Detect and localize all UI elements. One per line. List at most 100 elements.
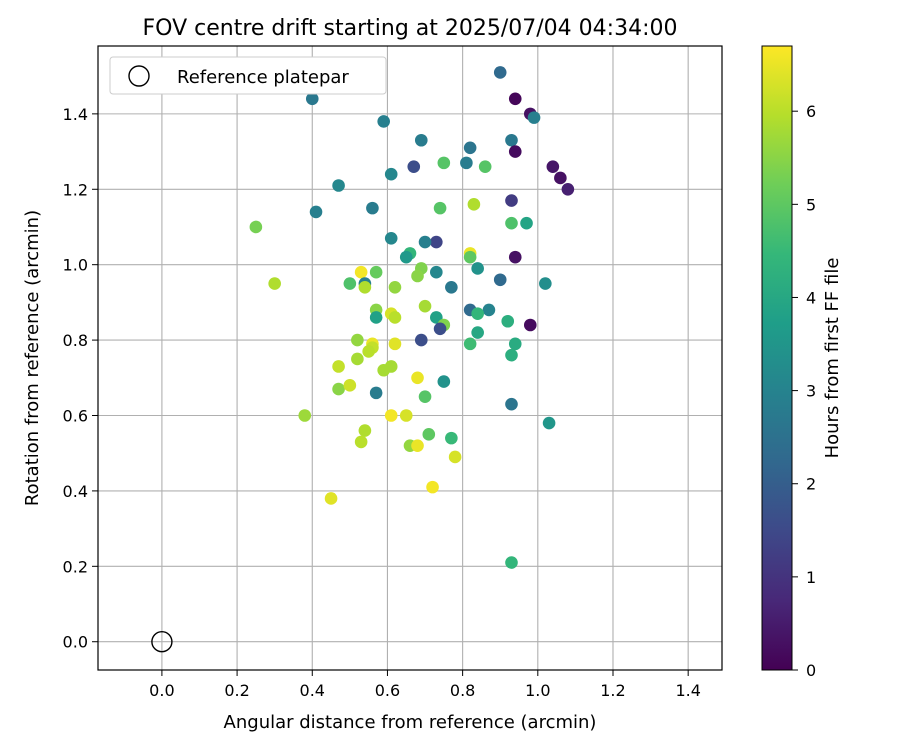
y-tick-label: 0.2 <box>63 557 88 576</box>
colorbar-tick-label: 4 <box>806 288 816 307</box>
data-point <box>426 480 439 494</box>
y-tick-label: 1.4 <box>63 105 88 124</box>
data-point <box>384 231 398 245</box>
data-point <box>414 133 428 147</box>
data-point <box>561 182 575 196</box>
colorbar-tick-label: 3 <box>806 382 816 401</box>
x-tick-label: 1.2 <box>600 681 625 700</box>
data-point <box>527 111 541 124</box>
data-point <box>505 397 518 411</box>
data-point <box>414 333 428 347</box>
y-tick-label: 0.4 <box>63 482 88 501</box>
data-point <box>369 265 383 279</box>
grid <box>98 46 722 670</box>
data-point <box>249 220 263 234</box>
data-point <box>354 435 368 449</box>
data-point <box>505 348 518 362</box>
data-point <box>460 156 473 170</box>
data-point <box>445 281 458 294</box>
data-point <box>437 156 451 170</box>
y-tick-label: 0.8 <box>63 331 88 350</box>
x-tick-label: 0.6 <box>375 681 400 700</box>
data-point <box>493 273 507 287</box>
data-point <box>520 216 533 230</box>
legend-box <box>109 56 387 95</box>
data-point <box>471 307 484 320</box>
data-point <box>505 556 518 569</box>
data-point <box>437 375 451 388</box>
plot-frame <box>97 45 723 671</box>
data-point <box>399 250 413 264</box>
data-point <box>501 314 515 328</box>
data-point <box>505 194 518 207</box>
legend: Reference platepar <box>109 56 387 95</box>
data-point <box>554 171 567 185</box>
data-point <box>418 299 432 313</box>
x-axis-label: Angular distance from reference (arcmin) <box>224 712 597 733</box>
colorbar-gradient <box>761 45 793 671</box>
y-axis-label: Rotation from reference (arcmin) <box>22 210 43 506</box>
data-point <box>362 345 375 358</box>
x-tick-label: 0.4 <box>300 681 325 700</box>
data-point <box>369 386 383 400</box>
data-point <box>366 201 379 215</box>
data-point <box>508 250 522 264</box>
data-point <box>305 92 319 106</box>
data-point <box>463 250 477 264</box>
data-point <box>467 198 481 211</box>
x-axis-ticks: 0.0 0.2 0.4 0.6 0.8 1.0 1.2 1.4 <box>149 670 701 700</box>
data-point <box>411 439 424 452</box>
data-point <box>354 265 368 279</box>
data-point <box>493 66 507 79</box>
data-point <box>546 160 560 173</box>
data-point <box>505 133 518 147</box>
data-point <box>298 409 312 422</box>
data-point <box>430 265 443 279</box>
data-point <box>407 160 421 173</box>
data-point <box>433 201 447 215</box>
data-point <box>463 337 477 351</box>
data-point <box>508 145 522 158</box>
data-point <box>384 409 398 422</box>
data-point <box>508 337 522 351</box>
data-point <box>324 492 338 505</box>
data-points <box>249 66 575 569</box>
data-point <box>478 160 492 173</box>
legend-entry: Reference platepar <box>177 67 349 88</box>
data-point <box>433 322 447 336</box>
data-point <box>358 281 372 294</box>
y-tick-label: 1.0 <box>63 256 88 275</box>
data-point <box>471 326 484 339</box>
x-tick-label: 0.2 <box>224 681 249 700</box>
chart-title: FOV centre drift starting at 2025/07/04 … <box>143 16 678 41</box>
data-point <box>388 337 402 351</box>
y-axis-ticks: 0.0 0.2 0.4 0.6 0.8 1.0 1.2 1.4 <box>63 105 98 652</box>
data-point <box>377 115 390 128</box>
colorbar-ticks: 0 1 2 3 4 5 6 <box>792 102 816 680</box>
data-point <box>399 409 413 422</box>
data-point <box>377 363 390 377</box>
colorbar-tick-label: 0 <box>806 661 816 680</box>
data-point <box>388 281 402 294</box>
data-point <box>388 311 402 324</box>
data-point <box>505 216 518 230</box>
data-point <box>418 235 432 249</box>
colorbar: 0 1 2 3 4 5 6 Hours from first FF file <box>761 45 843 680</box>
data-point <box>411 269 424 283</box>
colorbar-tick-label: 1 <box>806 568 816 587</box>
y-tick-label: 0.6 <box>63 406 88 425</box>
data-point <box>463 141 477 155</box>
x-tick-label: 1.0 <box>525 681 550 700</box>
data-point <box>539 277 552 290</box>
y-tick-label: 0.0 <box>63 633 88 652</box>
data-point <box>332 360 345 373</box>
data-point <box>332 179 345 192</box>
data-point <box>445 431 458 445</box>
x-tick-label: 0.8 <box>450 681 475 700</box>
reference-marker <box>151 631 173 653</box>
x-tick-label: 0.0 <box>149 681 174 700</box>
data-point <box>448 450 462 464</box>
data-point <box>542 416 556 430</box>
data-point <box>422 428 436 441</box>
data-point <box>384 167 398 181</box>
